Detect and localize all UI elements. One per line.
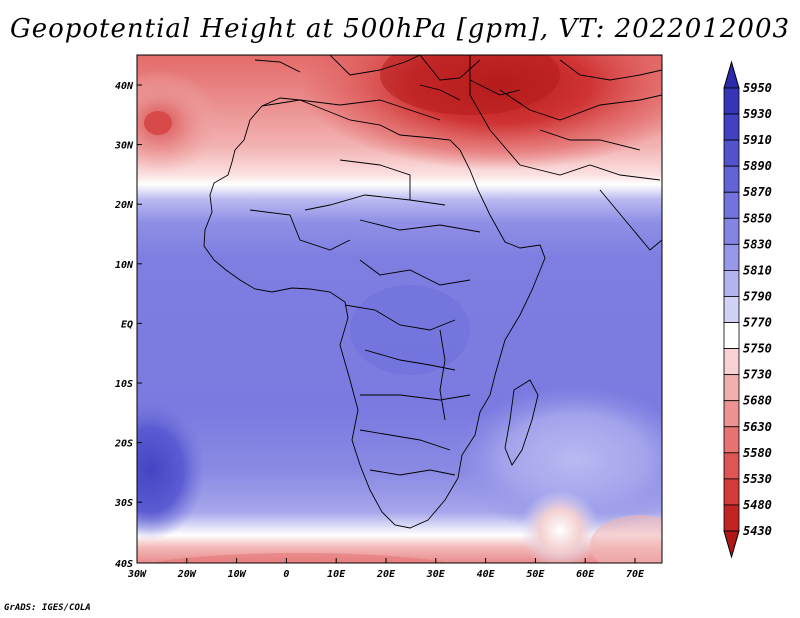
colorbar-level-label: 5730 [743,368,772,382]
colorbar-labels: 5950 5930 5910 5890 5870 5850 5830 5810 5790 5770… [743,81,772,538]
colorbar-swatch [723,348,740,376]
lon-tick-label: 40E [477,569,496,580]
colorbar-swatch [723,243,740,271]
colorbar-swatch [723,452,740,480]
colorbar-swatch [723,165,740,193]
lon-tick-label: 60E [576,569,595,580]
colorbar-swatch [723,113,740,141]
colorbar-swatch [723,139,740,167]
lat-tick-label: 20S [114,439,133,450]
colorbar-level-label: 5580 [743,446,772,460]
colorbar-top-arrow [723,60,740,89]
lat-tick-label: 20N [114,200,134,211]
colorbar-level-label: 5750 [743,342,772,356]
colorbar-level-label: 5790 [743,289,772,303]
lon-tick-label: 20W [177,569,197,580]
colorbar-level-label: 5910 [743,133,772,147]
colorbar-level-label: 5680 [743,394,772,408]
lat-tick-label: 40S [115,559,133,570]
lat-tick-label: 30S [114,498,133,509]
colorbar [723,60,740,559]
lat-tick-label: 40N [115,81,134,92]
lon-tick-label: 10W [228,569,247,580]
longitude-labels: 30W 20W 10W 0 10E 20E 30E 40E 50E 60E 70E [127,569,645,580]
lat-tick-label: 10N [115,260,134,271]
colorbar-level-label: 5480 [743,498,772,512]
colorbar-level-label: 5630 [743,420,772,434]
colorbar-level-label: 5830 [743,237,772,251]
colorbar-level-label: 5950 [743,81,772,95]
coastlines [203,55,662,529]
colorbar-swatch [723,87,740,115]
height-field [137,55,662,563]
latitude-labels: 40N 30N 20N 10N EQ 10S 20S 30S 40S [114,81,134,570]
lat-tick-label: 30N [114,141,134,152]
colorbar-level-label: 5770 [743,316,772,330]
colorbar-level-label: 5850 [743,211,772,225]
colorbar-swatch [723,400,740,428]
colorbar-swatch [723,191,740,219]
colorbar-swatch [723,322,740,349]
lon-tick-label: 50E [526,569,545,580]
colorbar-level-label: 5530 [743,472,772,486]
colorbar-swatch [723,426,740,454]
lon-tick-label: 70E [626,569,645,580]
lon-tick-label: 0 [283,569,289,580]
credit-label: GrADS: IGES/COLA [4,603,91,613]
lon-tick-label: 10E [327,569,346,580]
colorbar-swatch [723,270,740,297]
colorbar-level-label: 5430 [743,524,772,538]
colorbar-bottom-arrow [723,530,740,559]
map-title: Geopotential Height at 500hPa [gpm], VT:… [9,14,791,44]
colorbar-swatch [723,374,740,402]
colorbar-level-label: 5810 [743,263,772,277]
lon-tick-label: 20E [376,569,396,580]
colorbar-level-label: 5870 [743,185,772,199]
colorbar-swatch [723,296,740,323]
plot-frame [136,54,663,564]
lat-tick-label: 10S [115,379,133,390]
lat-tick-label: EQ [121,319,133,330]
colorbar-level-label: 5890 [743,159,772,173]
axis-ticks [136,84,636,564]
colorbar-level-label: 5930 [743,107,772,121]
lon-tick-label: 30E [426,569,446,580]
colorbar-swatch [723,478,740,506]
colorbar-swatch [723,504,740,532]
colorbar-swatch [723,217,740,245]
lon-tick-label: 30W [127,569,147,580]
